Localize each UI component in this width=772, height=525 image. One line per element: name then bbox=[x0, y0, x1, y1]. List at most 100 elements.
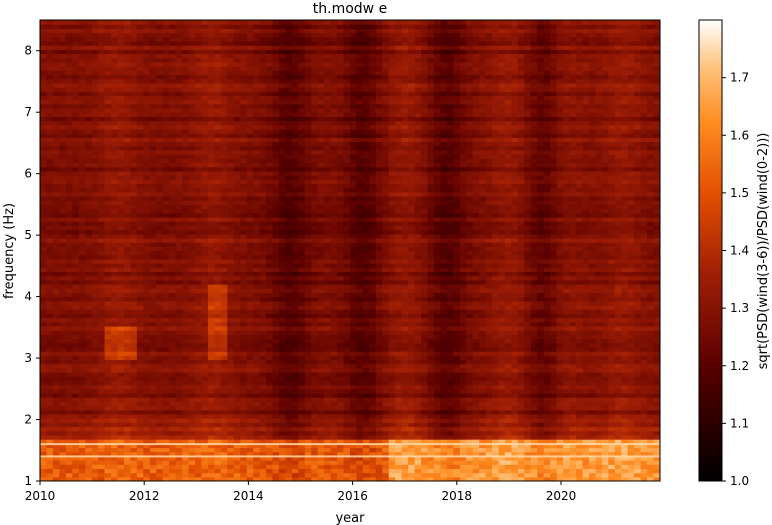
heatmap-cell bbox=[65, 78, 73, 84]
heatmap-cell bbox=[130, 32, 138, 38]
heatmap-cell bbox=[240, 170, 248, 176]
heatmap-cell bbox=[85, 166, 93, 172]
heatmap-cell bbox=[85, 242, 93, 247]
heatmap-cell bbox=[266, 61, 274, 67]
heatmap-cell bbox=[136, 284, 144, 289]
heatmap-cell bbox=[195, 57, 203, 63]
heatmap-cell bbox=[207, 137, 215, 143]
heatmap-cell bbox=[324, 405, 332, 411]
heatmap-cell bbox=[278, 359, 287, 365]
heatmap-cell bbox=[311, 87, 319, 92]
heatmap-cell bbox=[111, 28, 119, 34]
heatmap-cell bbox=[130, 342, 138, 348]
heatmap-cell bbox=[162, 321, 170, 327]
heatmap-cell bbox=[111, 363, 119, 369]
heatmap-cell bbox=[188, 363, 196, 369]
heatmap-cell bbox=[207, 363, 215, 369]
heatmap-cell bbox=[330, 392, 338, 398]
heatmap-cell bbox=[266, 128, 274, 134]
heatmap-cell bbox=[123, 78, 132, 84]
heatmap-cell bbox=[46, 279, 54, 285]
heatmap-cell bbox=[311, 170, 319, 176]
heatmap-cell bbox=[52, 455, 60, 461]
heatmap-cell bbox=[91, 162, 99, 168]
heatmap-cell bbox=[324, 455, 332, 461]
heatmap-cell bbox=[311, 242, 319, 247]
heatmap-cell bbox=[285, 61, 293, 67]
heatmap-cell bbox=[162, 304, 170, 310]
heatmap-cell bbox=[104, 355, 112, 361]
heatmap-cell bbox=[278, 434, 287, 440]
heatmap-cell bbox=[162, 20, 170, 25]
heatmap-cell bbox=[65, 112, 73, 117]
heatmap-cell bbox=[278, 246, 287, 252]
heatmap-cell bbox=[317, 476, 325, 481]
heatmap-cell bbox=[214, 179, 222, 185]
heatmap-cell bbox=[111, 384, 119, 390]
heatmap-cell bbox=[72, 225, 80, 231]
heatmap-cell bbox=[59, 154, 67, 159]
heatmap-cell bbox=[162, 300, 170, 306]
heatmap-cell bbox=[169, 355, 177, 361]
heatmap-cell bbox=[285, 443, 293, 449]
heatmap-cell bbox=[123, 233, 132, 239]
heatmap-cell bbox=[266, 28, 274, 34]
heatmap-cell bbox=[117, 464, 125, 470]
heatmap-cell bbox=[259, 208, 267, 214]
heatmap-cell bbox=[240, 179, 248, 185]
heatmap-cell bbox=[266, 439, 274, 444]
heatmap-cell bbox=[324, 212, 332, 218]
heatmap-cell bbox=[156, 145, 164, 151]
heatmap-cell bbox=[175, 28, 183, 34]
heatmap-cell bbox=[104, 258, 112, 264]
heatmap-cell bbox=[233, 384, 241, 390]
heatmap-cell bbox=[220, 103, 228, 109]
heatmap-cell bbox=[136, 254, 144, 260]
heatmap-cell bbox=[324, 468, 332, 474]
heatmap-cell bbox=[240, 447, 248, 453]
heatmap-cell bbox=[233, 279, 241, 285]
heatmap-cell bbox=[65, 32, 73, 38]
heatmap-cell bbox=[98, 28, 106, 34]
heatmap-cell bbox=[272, 154, 280, 159]
heatmap-cell bbox=[233, 451, 241, 457]
heatmap-cell bbox=[52, 137, 60, 143]
heatmap-cell bbox=[52, 288, 60, 294]
heatmap-cell bbox=[182, 200, 190, 205]
heatmap-cell bbox=[169, 183, 177, 189]
heatmap-cell bbox=[285, 229, 293, 235]
heatmap-cell bbox=[162, 112, 170, 117]
heatmap-cell bbox=[330, 342, 338, 348]
heatmap-cell bbox=[85, 124, 93, 130]
heatmap-cell bbox=[52, 279, 60, 285]
heatmap-cell bbox=[207, 36, 215, 42]
heatmap-cell bbox=[104, 380, 112, 386]
heatmap-cell bbox=[162, 242, 170, 247]
heatmap-cell bbox=[214, 112, 222, 117]
heatmap-cell bbox=[143, 145, 151, 151]
heatmap-cell bbox=[195, 24, 203, 29]
heatmap-cell bbox=[220, 267, 228, 273]
heatmap-cell bbox=[298, 78, 306, 84]
heatmap-cell bbox=[233, 405, 241, 411]
heatmap-cell bbox=[85, 384, 93, 390]
heatmap-cell bbox=[317, 409, 325, 415]
heatmap-cell bbox=[233, 24, 241, 29]
heatmap-cell bbox=[130, 20, 138, 25]
heatmap-cell bbox=[52, 409, 60, 415]
heatmap-cell bbox=[162, 363, 170, 369]
heatmap-cell bbox=[175, 78, 183, 84]
heatmap-cell bbox=[253, 443, 261, 449]
heatmap-cell bbox=[123, 166, 132, 172]
heatmap-cell bbox=[72, 74, 80, 80]
heatmap-cell bbox=[330, 418, 338, 423]
heatmap-cell bbox=[149, 212, 157, 218]
heatmap-cell bbox=[111, 413, 119, 419]
heatmap-cell bbox=[117, 120, 125, 126]
heatmap-cell bbox=[52, 468, 60, 474]
heatmap-cell bbox=[195, 355, 203, 361]
heatmap-cell bbox=[240, 388, 248, 394]
heatmap-cell bbox=[78, 430, 86, 436]
heatmap-cell bbox=[233, 179, 241, 185]
heatmap-cell bbox=[162, 36, 170, 42]
